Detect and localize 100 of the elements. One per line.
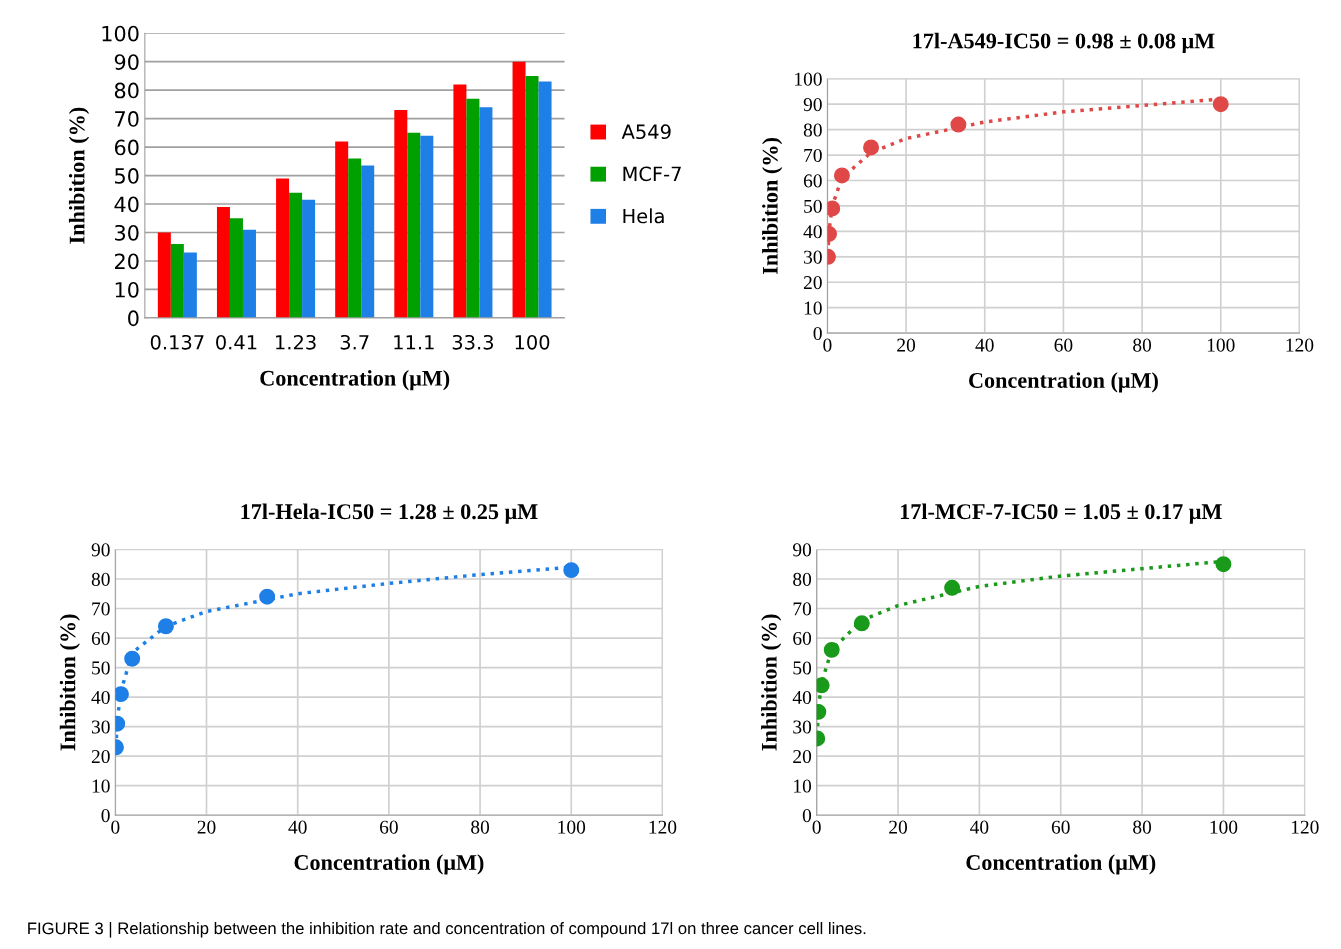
point: [157, 618, 174, 635]
y-tick-label: 100: [795, 72, 822, 86]
y-tick-label: 80: [803, 123, 822, 137]
y-tick-label: 10: [804, 301, 822, 315]
x-tick-label: 100: [1207, 338, 1235, 352]
y-tick-label: 80: [793, 572, 812, 586]
bar: [289, 192, 303, 318]
x-tick-label: 60: [380, 820, 398, 834]
y-tick-label: 90: [91, 543, 110, 557]
bar: [479, 107, 493, 318]
bar: [420, 135, 434, 318]
x-axis-title: Concentration (μM): [969, 372, 1158, 393]
y-tick-label: 100: [102, 25, 139, 42]
y-tick-label: 10: [115, 281, 139, 298]
bar: [216, 206, 230, 318]
x-tick-label: 100: [515, 334, 550, 350]
x-tick-label: 120: [1291, 820, 1319, 834]
point: [1212, 96, 1229, 113]
y-tick-label: 30: [91, 720, 110, 734]
y-tick-label: 40: [792, 690, 812, 705]
bar: [538, 81, 552, 318]
point: [950, 116, 967, 133]
y-axis-title: Inhibition (%): [761, 614, 782, 751]
bar: [229, 218, 243, 318]
x-tick-label: 20: [889, 820, 907, 834]
y-tick-label: 70: [115, 111, 139, 127]
point: [853, 615, 870, 632]
y-tick-label: 10: [92, 779, 110, 793]
bar: [466, 98, 480, 318]
x-tick-label: 60: [1051, 820, 1070, 834]
y-axis-title: Inhibition (%): [68, 107, 90, 244]
y-tick-label: 20: [793, 749, 812, 764]
x-tick-label: 80: [471, 820, 490, 834]
y-tick-label: 50: [115, 168, 139, 184]
y-tick-label: 0: [101, 809, 110, 823]
x-tick-label: 80: [1133, 338, 1152, 352]
x-axis-title: Concentration (μM): [294, 854, 484, 875]
y-tick-label: 30: [804, 250, 822, 264]
y-tick-label: 80: [91, 572, 110, 586]
bar: [453, 84, 467, 318]
y-tick-label: 60: [91, 631, 110, 645]
y-tick-label: 10: [794, 779, 812, 793]
y-tick-label: 40: [91, 690, 110, 705]
y-tick-label: 70: [92, 602, 110, 616]
x-tick-label: 120: [1286, 338, 1314, 352]
chart-title: 17l-Hela-IC50 = 1.28 ± 0.25 μM: [241, 503, 538, 524]
x-tick-label: 100: [558, 820, 586, 834]
bar: [407, 132, 421, 318]
y-tick-label: 40: [803, 225, 822, 239]
x-tick-label: 80: [1133, 820, 1152, 834]
bar: [512, 61, 526, 318]
chart-title: 17l-A549-IC50 = 0.98 ± 0.08 μM: [913, 32, 1215, 53]
point: [863, 139, 880, 156]
x-axis-title: Concentration (μM): [260, 370, 450, 391]
x-tick-label: 20: [197, 820, 216, 834]
x-tick-label: 11.1: [394, 335, 434, 350]
legend-label: Hela: [623, 208, 664, 224]
y-tick-label: 0: [128, 310, 139, 327]
y-tick-label: 90: [114, 54, 139, 70]
y-tick-label: 70: [793, 602, 812, 616]
y-tick-label: 40: [114, 196, 139, 213]
y-tick-label: 60: [114, 139, 139, 156]
y-axis-title: Inhibition (%): [59, 614, 80, 751]
caption: FIGURE 3 | Relationship between the inhibition rate and concentration of compound 17l on three cancer cell lines.: [28, 922, 866, 938]
y-tick-label: 90: [792, 543, 812, 557]
bar: [525, 75, 539, 318]
x-tick-label: 3.7: [340, 334, 369, 350]
chart-title: 17l-MCF-7-IC50 = 1.05 ± 0.17 μM: [900, 503, 1222, 524]
bar: [335, 141, 349, 318]
x-tick-label: 120: [649, 820, 677, 834]
point: [259, 588, 276, 605]
x-axis-title: Concentration (μM): [966, 854, 1156, 875]
x-tick-label: 40: [975, 338, 994, 352]
point: [944, 579, 961, 596]
point: [124, 650, 141, 667]
bar: [348, 158, 362, 318]
y-tick-label: 90: [803, 98, 822, 112]
y-tick-label: 30: [115, 224, 139, 241]
y-tick-label: 0: [802, 809, 812, 823]
x-tick-label: 0.41: [216, 334, 257, 350]
x-tick-label: 40: [970, 820, 989, 834]
point: [823, 641, 840, 658]
bar: [361, 165, 375, 318]
y-tick-label: 60: [803, 174, 822, 188]
y-tick-label: 30: [793, 720, 812, 734]
y-tick-label: 20: [114, 253, 139, 270]
bar: [302, 199, 316, 318]
x-tick-label: 0.137: [150, 334, 204, 350]
x-tick-label: 33.3: [452, 334, 494, 350]
x-tick-label: 100: [1210, 820, 1238, 834]
y-axis-title: Inhibition (%): [762, 138, 783, 275]
x-tick-label: 0: [823, 338, 832, 352]
point: [1215, 556, 1232, 573]
y-tick-label: 50: [793, 661, 812, 675]
bar: [183, 252, 197, 318]
bar: [157, 232, 171, 318]
y-tick-label: 50: [804, 199, 822, 213]
y-tick-label: 80: [114, 82, 139, 99]
bar: [242, 229, 256, 318]
bar: [170, 243, 184, 318]
